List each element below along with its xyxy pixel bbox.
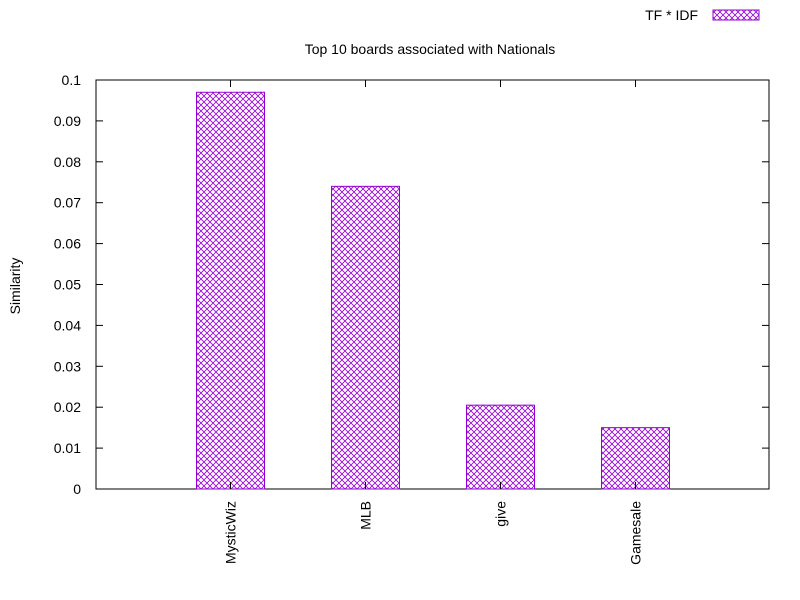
y-tick-label: 0.04 [54,317,81,333]
chart-title: Top 10 boards associated with Nationals [305,41,556,57]
x-tick-label: give [493,501,509,527]
legend: TF * IDF [645,7,760,23]
bar-gamesale [601,427,670,490]
y-tick-label: 0.06 [54,236,81,252]
y-axis-label: Similarity [7,258,23,315]
x-tick-label: Gamesale [628,501,644,565]
x-tick-label: MysticWiz [223,501,239,564]
bar-give [466,404,535,490]
y-tick-label: 0.1 [62,72,82,88]
y-tick-label: 0.03 [54,358,81,374]
legend-label: TF * IDF [645,7,698,23]
bar-mysticwiz [196,91,265,490]
y-axis: 0 0.01 0.02 0.03 0.04 0.05 0.06 0.07 0.08 0.09 0.1 [54,72,769,497]
y-tick-label: 0.05 [54,277,81,293]
y-tick-label: 0 [73,481,81,497]
legend-swatch [712,9,760,21]
y-tick-label: 0.09 [54,113,81,129]
y-tick-label: 0.02 [54,399,81,415]
y-tick-label: 0.08 [54,154,81,170]
x-axis: MysticWiz MLB give Gamesale [223,80,644,565]
bar-mlb [331,185,400,490]
x-tick-label: MLB [358,501,374,530]
bars [196,91,670,490]
y-tick-label: 0.01 [54,440,81,456]
y-tick-label: 0.07 [54,195,81,211]
